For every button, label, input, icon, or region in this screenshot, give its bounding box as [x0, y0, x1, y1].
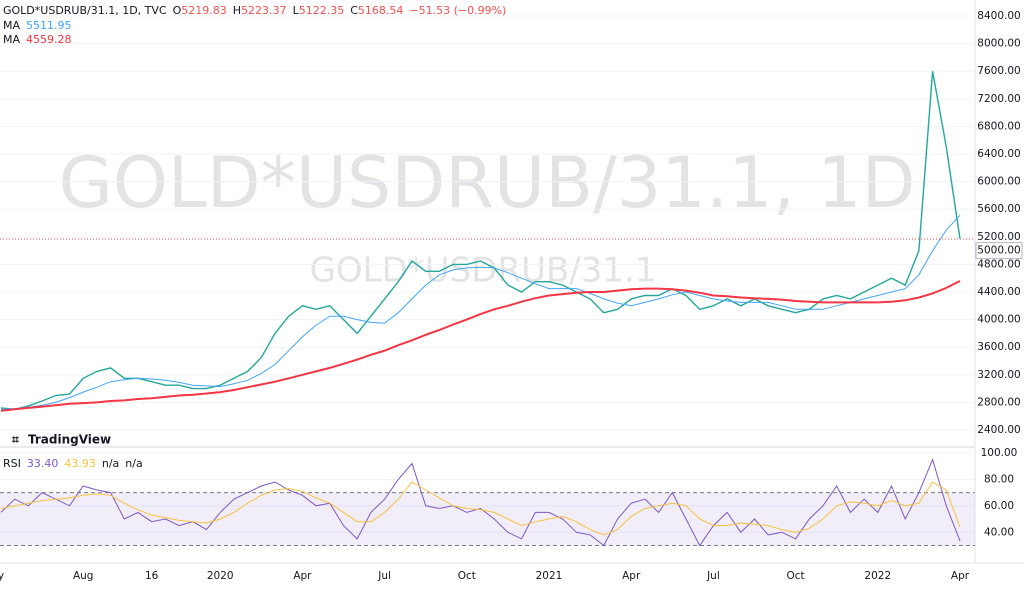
x-tick-label: 2021: [536, 570, 563, 582]
logo-icon: ⌗: [11, 433, 19, 447]
y-tick-label: 60.00: [984, 500, 1014, 512]
x-tick-label: Apr: [622, 570, 641, 582]
ohlc-key: H: [233, 4, 241, 17]
x-tick-label: 2022: [864, 570, 891, 582]
ma-legend: MA 4559.28: [3, 33, 72, 46]
y-tick-label: 8400.00: [977, 10, 1020, 22]
y-tick-label: 5200.00: [977, 231, 1020, 243]
rsi-value: 33.40: [27, 457, 59, 470]
header-legend: GOLD*USDRUB/31.1, 1D, TVC O5219.83 H5223.3…: [3, 4, 506, 17]
symbol: GOLD*USDRUB/31.1, 1D, TVC: [3, 4, 167, 17]
ohlc-key: L: [293, 4, 300, 17]
series-line: [0, 71, 961, 411]
y-tick-label: 6000.00: [977, 176, 1020, 188]
y-tick-label: 6800.00: [977, 120, 1020, 132]
x-tick-label: Apr: [293, 570, 312, 582]
y-tick-label: 80.00: [984, 473, 1014, 485]
y-tick-label: 4800.00: [977, 258, 1020, 270]
y-tick-label: 5600.00: [977, 203, 1020, 215]
ma-legend: MA 5511.95: [3, 19, 72, 32]
rsi-legend: RSI 33.40 43.93 n/a n/a: [3, 457, 143, 470]
y-tick-label: 7600.00: [977, 65, 1020, 77]
y-tick-label: 8000.00: [977, 38, 1020, 50]
ohlc-key: C: [350, 4, 358, 17]
ohlc-value: 5122.35: [299, 4, 345, 17]
y-tick-label: 6400.00: [977, 148, 1020, 160]
x-tick-label: Jul: [377, 570, 391, 582]
ma-value: 5511.95: [26, 19, 72, 32]
series-line: [0, 214, 961, 410]
rsi-extra: n/a: [125, 457, 142, 470]
y-tick-label: 2400.00: [977, 424, 1020, 436]
y-tick-label: 4400.00: [977, 286, 1020, 298]
ma-value: 4559.28: [26, 33, 72, 46]
watermark: GOLD*USDRUB/31.1, 1D: [58, 142, 915, 224]
x-tick-label: 16: [145, 570, 159, 582]
rsi-ma-value: 43.93: [64, 457, 96, 470]
x-tick-label: Aug: [73, 570, 94, 582]
ma-name: MA: [3, 19, 20, 32]
ma-name: MA: [3, 33, 20, 46]
y-tick-label: 100.00: [981, 447, 1018, 459]
x-tick-label: Jul: [706, 570, 720, 582]
rsi-band: [0, 492, 975, 546]
series-line: [0, 280, 961, 412]
y-tick-label: 7200.00: [977, 93, 1020, 105]
y-tick-label: 4000.00: [977, 314, 1020, 326]
y-tick-label: 3600.00: [977, 341, 1020, 353]
ohlc-value: 5168.54: [358, 4, 404, 17]
x-tick-label: y: [0, 570, 4, 582]
x-tick-label: Apr: [951, 570, 970, 582]
rsi-extra: n/a: [102, 457, 119, 470]
ohlc-key: O: [173, 4, 182, 17]
price-marker-label: 5000.00: [977, 245, 1020, 257]
watermark-sub: GOLD*USDRUB/31.1: [310, 251, 657, 291]
change: −51.53 (−0.99%): [409, 4, 506, 17]
logo: TradingView: [28, 433, 111, 447]
y-tick-label: 40.00: [984, 526, 1014, 538]
series-line: [0, 481, 961, 536]
x-tick-label: Oct: [787, 570, 805, 582]
ohlc-value: 5219.83: [181, 4, 227, 17]
x-tick-label: 2020: [207, 570, 234, 582]
ohlc-value: 5223.37: [241, 4, 287, 17]
x-tick-label: Oct: [458, 570, 476, 582]
y-tick-label: 3200.00: [977, 369, 1020, 381]
price-marker-box: [975, 242, 1023, 260]
y-tick-label: 2800.00: [977, 396, 1020, 408]
rsi-name: RSI: [3, 457, 21, 470]
series-line: [0, 458, 961, 547]
